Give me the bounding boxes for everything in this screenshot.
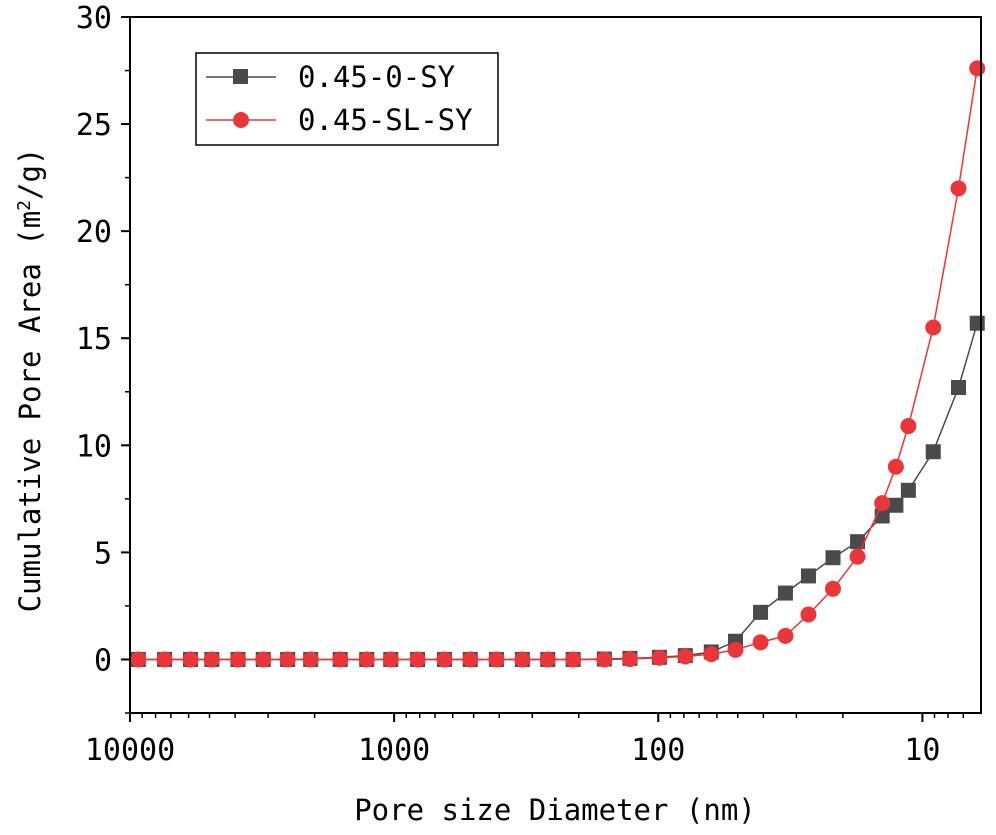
data-point [514, 651, 531, 668]
data-point [727, 641, 744, 658]
x-tick-label: 100 [631, 733, 685, 768]
data-point [621, 651, 638, 668]
legend-marker-circle [233, 112, 249, 128]
y-axis-title-prefix: Cumulative Pore Area (m [13, 211, 47, 613]
data-point [462, 651, 479, 668]
y-tick-label: 5 [94, 536, 112, 571]
y-axis-title-sup: 2 [14, 200, 35, 211]
data-point [358, 651, 375, 668]
data-point [969, 315, 985, 331]
data-point [332, 651, 349, 668]
data-point [887, 458, 904, 475]
data-point [925, 444, 941, 460]
series-0 [130, 315, 985, 667]
data-point [900, 418, 917, 435]
data-point [302, 651, 319, 668]
data-point [565, 651, 582, 668]
data-point [488, 651, 505, 668]
data-point [800, 568, 816, 584]
data-point [382, 651, 399, 668]
legend-marker-square [233, 69, 248, 84]
x-tick-label: 10000 [85, 733, 175, 768]
x-tick-label: 1000 [358, 733, 430, 768]
data-point [874, 495, 891, 512]
y-tick-label: 25 [76, 108, 112, 143]
data-point [825, 580, 842, 597]
y-axis-title: Cumulative Pore Area (m2/g) [13, 148, 47, 613]
data-point [651, 649, 668, 666]
data-point [539, 651, 556, 668]
series-line [138, 322, 978, 661]
y-tick-label: 0 [94, 643, 112, 678]
data-point [850, 534, 866, 550]
data-point [752, 634, 769, 651]
data-point [900, 482, 916, 498]
data-point [888, 497, 904, 513]
data-point [409, 651, 426, 668]
y-tick-label: 20 [76, 215, 112, 250]
data-point [925, 319, 942, 336]
data-point [753, 604, 769, 620]
series-1 [130, 60, 986, 668]
data-point [849, 548, 866, 565]
series-line [138, 68, 978, 661]
x-tick-label: 10 [904, 733, 940, 768]
data-point [255, 651, 272, 668]
data-point [703, 646, 720, 663]
x-axis-title: Pore size Diameter (nm) [354, 793, 756, 827]
plot-frame [129, 16, 982, 714]
y-tick-label: 30 [76, 1, 112, 36]
data-point [203, 651, 220, 668]
data-point [950, 180, 967, 197]
data-point [825, 550, 841, 566]
y-tick-label: 10 [76, 429, 112, 464]
y-axis-title-suffix: /g) [13, 148, 47, 200]
data-point [969, 60, 986, 77]
data-point [156, 651, 173, 668]
y-tick-label: 15 [76, 322, 112, 357]
data-point [279, 651, 296, 668]
data-point [800, 606, 817, 623]
data-point [677, 648, 694, 665]
data-point [596, 651, 613, 668]
legend: 0.45-0-SY 0.45-SL-SY [195, 52, 499, 146]
data-point [182, 651, 199, 668]
data-point [436, 651, 453, 668]
data-point [130, 651, 147, 668]
data-point [777, 585, 793, 601]
data-point [951, 379, 967, 395]
data-point [777, 627, 794, 644]
legend-box [195, 52, 499, 146]
data-point [230, 651, 247, 668]
legend-label-0: 0.45-0-SY [298, 60, 455, 94]
legend-label-1: 0.45-SL-SY [298, 103, 473, 137]
